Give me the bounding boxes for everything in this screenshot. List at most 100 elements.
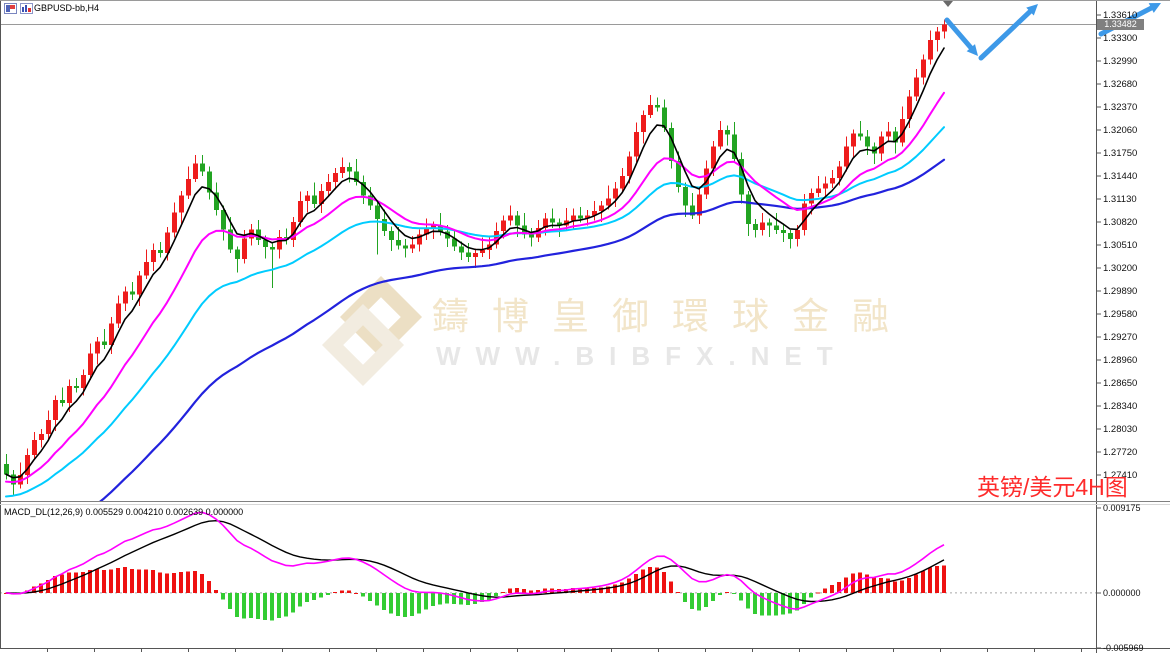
- ma-mid-cyan: [5, 126, 945, 498]
- bull-candle: [165, 232, 170, 254]
- macd-histogram-bar-up: [214, 589, 218, 593]
- macd-histogram-bar-up: [858, 572, 862, 593]
- bull-candle: [641, 115, 646, 133]
- macd-histogram-bar-down: [298, 592, 302, 607]
- bear-candle: [382, 219, 387, 231]
- bear-candle: [515, 215, 520, 226]
- bull-candle: [494, 230, 499, 245]
- macd-histogram-bar-down: [249, 592, 253, 619]
- bull-candle: [585, 215, 590, 219]
- bull-candle: [830, 178, 835, 184]
- bear-candle: [662, 107, 667, 128]
- icon-bar: [22, 7, 24, 12]
- macd-histogram-bar-up: [81, 572, 85, 593]
- macd-histogram-bar-up: [900, 580, 904, 593]
- bear-candle: [690, 205, 695, 216]
- main-price-pane: [0, 19, 1096, 501]
- macd-histogram-bar-up: [725, 591, 729, 593]
- macd-histogram-bar-down: [767, 592, 771, 616]
- bull-candle: [620, 176, 625, 189]
- macd-histogram-bar-down: [389, 592, 393, 614]
- macd-histogram-bar-up: [109, 569, 113, 593]
- bear-candle: [403, 245, 408, 249]
- bull-candle: [144, 262, 149, 276]
- macd-histogram-bar-up: [928, 567, 932, 593]
- price-axis-label: 1.27410: [1103, 470, 1137, 481]
- macd-histogram-bar-down: [697, 592, 701, 611]
- macd-histogram-bar-up: [627, 578, 631, 593]
- bull-candle: [599, 205, 604, 211]
- macd-histogram-bar-down: [473, 592, 477, 604]
- macd-histogram-bar-up: [529, 590, 533, 593]
- bull-candle: [501, 220, 506, 231]
- bear-candle: [256, 229, 261, 240]
- macd-histogram-bar-up: [816, 592, 820, 594]
- macd-histogram-bar-up: [151, 569, 155, 593]
- macd-histogram-bar-up: [655, 567, 659, 593]
- macd-histogram-bar-up: [592, 588, 596, 593]
- macd-histogram-bar-down: [312, 592, 316, 601]
- bear-candle: [235, 249, 240, 260]
- macd-histogram-bar-up: [193, 570, 197, 593]
- macd-histogram-bar-up: [844, 577, 848, 593]
- bull-candle: [326, 181, 331, 191]
- bull-candle: [186, 178, 191, 196]
- macd-histogram-bar-down: [711, 592, 715, 602]
- macd-histogram-bar-up: [137, 569, 141, 593]
- macd-histogram-bar-down: [718, 592, 722, 595]
- macd-indicator-label: MACD_DL(12,26,9) 0.005529 0.004210 0.002…: [4, 507, 244, 517]
- bear-candle: [557, 222, 562, 226]
- bear-candle: [725, 130, 730, 135]
- macd-histogram-bar-up: [907, 577, 911, 593]
- macd-histogram-bar-down: [431, 592, 435, 607]
- bear-candle: [452, 238, 457, 247]
- bear-candle: [354, 171, 359, 182]
- bear-candle: [683, 187, 688, 206]
- macd-histogram-bar-up: [508, 588, 512, 593]
- macd-histogram-bar-up: [648, 566, 652, 593]
- bull-candle: [718, 130, 723, 147]
- bear-candle: [270, 247, 275, 250]
- macd-histogram-bar-down: [228, 592, 232, 610]
- bull-candle: [844, 146, 849, 167]
- bull-candle: [67, 385, 72, 404]
- macd-pane: [0, 511, 1096, 621]
- bear-candle: [445, 231, 450, 239]
- price-axis-label: 1.33610: [1103, 10, 1137, 21]
- macd-histogram-bar-up: [823, 588, 827, 593]
- bull-candle: [473, 253, 478, 257]
- bull-candle: [46, 420, 51, 435]
- bull-candle: [921, 59, 926, 78]
- macd-histogram-bar-down: [396, 592, 400, 617]
- bear-candle: [459, 246, 464, 253]
- bear-candle: [60, 400, 65, 404]
- macd-histogram-bar-up: [886, 578, 890, 593]
- macd-histogram-bar-up: [102, 570, 106, 593]
- trend-arrow-head-icon: [1148, 3, 1161, 13]
- watermark-url: WWW.BIBFX.NET: [436, 341, 848, 371]
- icon-blue-cell: [6, 5, 10, 12]
- icon-bar: [28, 8, 31, 12]
- price-axis-label: 1.31440: [1103, 171, 1137, 182]
- macd-histogram-bar-down: [795, 592, 799, 611]
- price-axis-label: 1.31130: [1103, 194, 1137, 205]
- macd-histogram-bar-down: [221, 592, 225, 600]
- macd-histogram-bar-down: [802, 592, 806, 604]
- bear-candle: [655, 104, 660, 108]
- bear-candle: [753, 224, 758, 231]
- macd-histogram-bar-up: [347, 590, 351, 593]
- macd-histogram-bar-down: [263, 592, 267, 620]
- macd-histogram-bar-up: [354, 592, 358, 594]
- macd-histogram-bar-down: [788, 592, 792, 614]
- macd-histogram-bar-down: [270, 592, 274, 621]
- panel-separator[interactable]: [0, 501, 1170, 502]
- bull-candle: [81, 374, 86, 389]
- macd-histogram-bar-up: [88, 570, 92, 593]
- bull-candle: [697, 194, 702, 216]
- bull-candle: [431, 225, 436, 228]
- macd-histogram-bar-up: [207, 581, 211, 593]
- macd-histogram-bar-up: [613, 584, 617, 593]
- trend-arrow: [944, 17, 974, 51]
- macd-histogram-bar-up: [571, 588, 575, 593]
